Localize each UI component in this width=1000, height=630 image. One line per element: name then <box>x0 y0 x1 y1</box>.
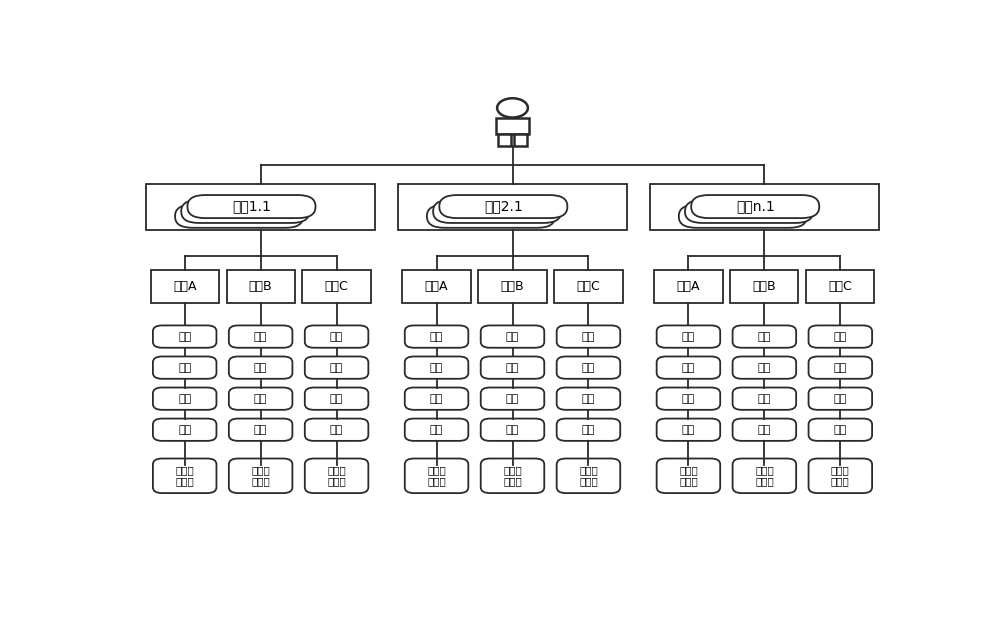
Bar <box>498 134 511 146</box>
Text: 综合: 综合 <box>178 363 191 372</box>
FancyBboxPatch shape <box>439 195 567 218</box>
Text: 仿真: 仿真 <box>758 331 771 341</box>
Text: 平台B: 平台B <box>501 280 524 293</box>
Text: 平台C: 平台C <box>577 280 600 293</box>
Text: 提交测
试报告: 提交测 试报告 <box>679 465 698 486</box>
Bar <box>730 270 798 303</box>
Text: 仿真: 仿真 <box>330 331 343 341</box>
Bar <box>654 270 723 303</box>
Text: 提交测
试报告: 提交测 试报告 <box>503 465 522 486</box>
Bar <box>227 270 295 303</box>
Bar <box>151 270 219 303</box>
Text: 平台A: 平台A <box>173 280 196 293</box>
Text: 仿真: 仿真 <box>834 331 847 341</box>
Text: 平台B: 平台B <box>753 280 776 293</box>
Text: 综合: 综合 <box>330 363 343 372</box>
Text: 测试: 测试 <box>582 425 595 435</box>
Text: 实现: 实现 <box>506 394 519 404</box>
Text: 实现: 实现 <box>834 394 847 404</box>
Text: 测试: 测试 <box>178 425 191 435</box>
Bar <box>478 270 547 303</box>
Bar <box>806 270 874 303</box>
Bar <box>650 183 879 229</box>
Text: 实现: 实现 <box>330 394 343 404</box>
Text: 提交测
试报告: 提交测 试报告 <box>831 465 850 486</box>
Text: 实现: 实现 <box>682 394 695 404</box>
Text: 提交测
试报告: 提交测 试报告 <box>251 465 270 486</box>
Text: 仿真: 仿真 <box>430 331 443 341</box>
Text: 实现: 实现 <box>430 394 443 404</box>
Text: 平台A: 平台A <box>425 280 448 293</box>
Text: 提交测
试报告: 提交测 试报告 <box>175 465 194 486</box>
FancyBboxPatch shape <box>685 200 813 223</box>
FancyBboxPatch shape <box>691 195 819 218</box>
Circle shape <box>497 98 528 118</box>
Text: 项目1.1: 项目1.1 <box>232 200 271 214</box>
Text: 测试: 测试 <box>506 425 519 435</box>
Bar <box>402 270 471 303</box>
Text: 实现: 实现 <box>178 394 191 404</box>
Text: 仿真: 仿真 <box>254 331 267 341</box>
Text: 提交测
试报告: 提交测 试报告 <box>427 465 446 486</box>
Text: 综合: 综合 <box>682 363 695 372</box>
Text: 综合: 综合 <box>758 363 771 372</box>
Text: 综合: 综合 <box>254 363 267 372</box>
Text: 测试: 测试 <box>758 425 771 435</box>
Bar <box>514 134 527 146</box>
Text: 仿真: 仿真 <box>506 331 519 341</box>
Text: 平台C: 平台C <box>325 280 348 293</box>
Text: 测试: 测试 <box>330 425 343 435</box>
Text: 提交测
试报告: 提交测 试报告 <box>755 465 774 486</box>
FancyBboxPatch shape <box>181 200 309 223</box>
Text: 实现: 实现 <box>758 394 771 404</box>
Bar <box>302 270 371 303</box>
Text: 综合: 综合 <box>506 363 519 372</box>
Text: 综合: 综合 <box>834 363 847 372</box>
Text: 测试: 测试 <box>254 425 267 435</box>
Bar <box>146 183 375 229</box>
Text: 综合: 综合 <box>430 363 443 372</box>
Text: 测试: 测试 <box>682 425 695 435</box>
FancyBboxPatch shape <box>679 205 807 228</box>
Text: 综合: 综合 <box>582 363 595 372</box>
Text: 项目2.1: 项目2.1 <box>484 200 523 214</box>
Text: 平台C: 平台C <box>828 280 852 293</box>
Text: 仿真: 仿真 <box>178 331 191 341</box>
Bar <box>554 270 623 303</box>
FancyBboxPatch shape <box>427 205 555 228</box>
Text: 实现: 实现 <box>582 394 595 404</box>
FancyBboxPatch shape <box>433 200 561 223</box>
Text: 平台A: 平台A <box>677 280 700 293</box>
FancyBboxPatch shape <box>175 205 303 228</box>
Text: 提交测
试报告: 提交测 试报告 <box>579 465 598 486</box>
Text: 仿真: 仿真 <box>682 331 695 341</box>
Text: 平台B: 平台B <box>249 280 272 293</box>
Text: 实现: 实现 <box>254 394 267 404</box>
Bar <box>398 183 627 229</box>
FancyBboxPatch shape <box>187 195 315 218</box>
Text: 项目n.1: 项目n.1 <box>736 200 775 214</box>
Text: 提交测
试报告: 提交测 试报告 <box>327 465 346 486</box>
Text: 测试: 测试 <box>430 425 443 435</box>
Text: 仿真: 仿真 <box>582 331 595 341</box>
Bar <box>496 118 529 134</box>
Text: 测试: 测试 <box>834 425 847 435</box>
